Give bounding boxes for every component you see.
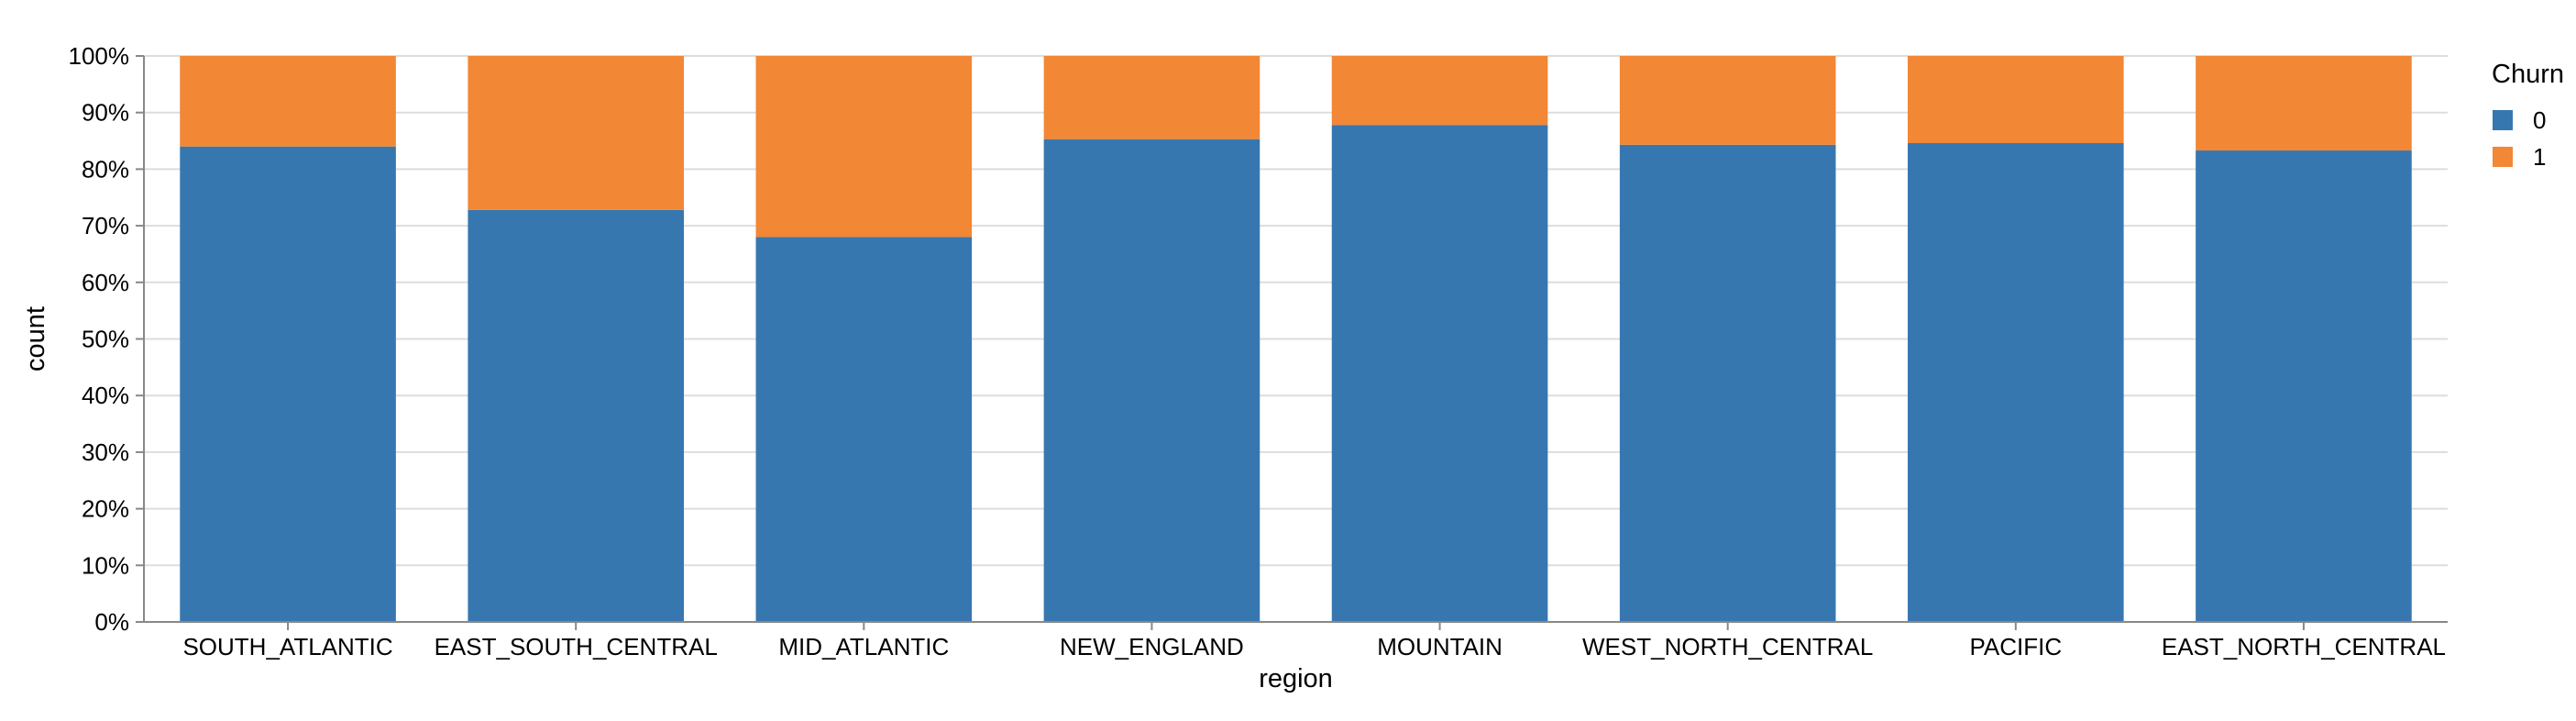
x-tick-label: EAST_NORTH_CENTRAL [2162, 633, 2446, 660]
bar-segment-churn-1 [468, 56, 684, 210]
y-tick-label: 0% [94, 608, 129, 636]
bar-segment-churn-1 [755, 56, 973, 238]
y-tick-label: 70% [82, 212, 129, 239]
legend-swatch [2493, 147, 2513, 167]
bar-segment-churn-0 [755, 237, 973, 622]
y-tick-label: 30% [82, 438, 129, 466]
y-tick-label: 100% [69, 42, 130, 70]
legend-label: 0 [2533, 106, 2546, 134]
y-tick-label: 40% [82, 382, 129, 409]
y-tick-label: 90% [82, 99, 129, 127]
x-axis-title: region [1259, 664, 1333, 693]
bar-segment-churn-0 [1619, 144, 1836, 622]
y-tick-label: 50% [82, 326, 129, 353]
legend-label: 1 [2533, 143, 2546, 171]
legend-title: Churn [2492, 60, 2564, 89]
x-tick-label: MOUNTAIN [1377, 633, 1503, 660]
bar-segment-churn-0 [2196, 150, 2412, 622]
bars [180, 56, 2412, 623]
bar-segment-churn-1 [1331, 56, 1548, 126]
bar-segment-churn-1 [1908, 56, 2124, 144]
bar-segment-churn-0 [1908, 143, 2124, 622]
bar-segment-churn-0 [1043, 139, 1260, 623]
y-tick-label: 60% [82, 269, 129, 296]
bar-segment-churn-0 [468, 209, 684, 622]
x-tick-label: PACIFIC [1969, 633, 2062, 660]
x-tick-label: MID_ATLANTIC [778, 633, 949, 660]
legend-swatch [2493, 110, 2513, 130]
x-tick-label: NEW_ENGLAND [1060, 633, 1244, 660]
y-axis-title: count [21, 306, 50, 372]
y-tick-label: 80% [82, 155, 129, 183]
x-tick-label: WEST_NORTH_CENTRAL [1582, 633, 1873, 660]
x-tick-label: SOUTH_ATLANTIC [182, 633, 392, 660]
bar-segment-churn-0 [1331, 125, 1548, 623]
x-tick-label: EAST_SOUTH_CENTRAL [435, 633, 718, 660]
bar-segment-churn-1 [180, 56, 396, 147]
bar-segment-churn-1 [1043, 56, 1260, 139]
bar-segment-churn-1 [1619, 56, 1836, 145]
y-tick-label: 10% [82, 551, 129, 579]
bar-segment-churn-0 [180, 146, 396, 623]
y-tick-label: 20% [82, 495, 129, 523]
axes: 0% 10% 20% 30% 40% 50% 60% 70% 80% 90% 100% SOUTH_A… [21, 42, 2448, 693]
bar-segment-churn-1 [2196, 56, 2412, 151]
legend: Churn 0 1 [2492, 60, 2564, 171]
